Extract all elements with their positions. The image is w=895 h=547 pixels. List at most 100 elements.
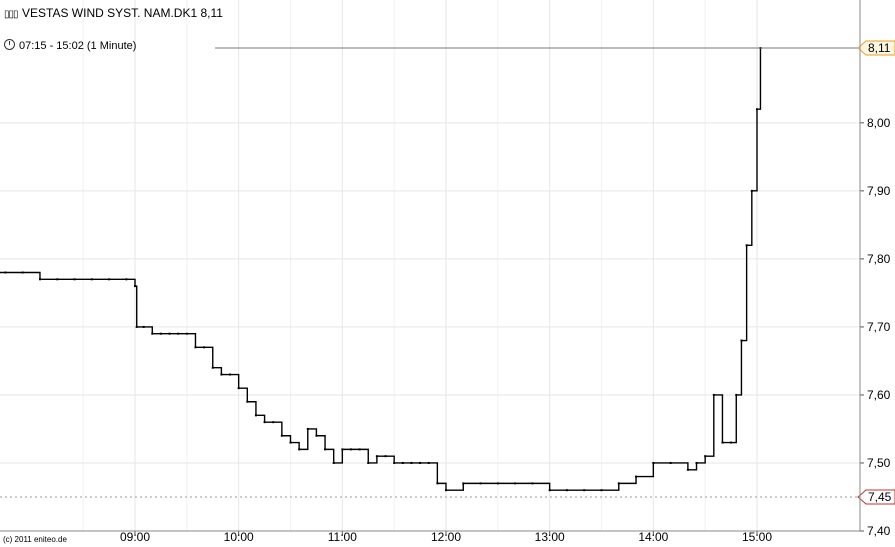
copyright-text: (c) 2011 eniteo.de	[3, 535, 67, 544]
price-point	[108, 278, 111, 281]
reference-value-label: 7,45	[868, 490, 892, 504]
price-point	[298, 448, 301, 451]
x-tick-label: 15:00	[742, 530, 772, 544]
price-point	[496, 482, 499, 485]
chart-type-icon: ▯▯▯	[4, 9, 19, 20]
chart-title: ▯▯▯ VESTAS WIND SYST. NAM.DK1 8,11	[4, 6, 223, 20]
price-point	[462, 482, 465, 485]
x-axis: 09:00 10:00 11:00 12:00 13:00 14:00 15:00	[0, 530, 860, 544]
price-point	[617, 482, 620, 485]
price-point	[289, 441, 292, 444]
price-point	[4, 271, 7, 274]
price-point	[358, 448, 361, 451]
price-point	[367, 461, 370, 464]
price-point	[410, 461, 413, 464]
y-tick-label: 7,50	[867, 456, 891, 470]
price-point	[142, 325, 145, 328]
price-point	[583, 489, 586, 492]
price-point	[745, 244, 748, 247]
price-point	[38, 278, 41, 281]
price-point	[652, 461, 655, 464]
price-point	[375, 455, 378, 458]
x-tick-label: 13:00	[535, 530, 565, 544]
y-tick-label: 7,80	[867, 252, 891, 266]
price-point	[427, 461, 430, 464]
price-point	[349, 448, 352, 451]
y-tick-label: 8,00	[867, 116, 891, 130]
price-point	[263, 421, 266, 424]
price-point	[740, 339, 743, 342]
price-point	[151, 332, 154, 335]
x-tick-label: 14:00	[638, 530, 668, 544]
y-axis: 7,40 7,50 7,60 7,70 7,80 7,90 8,00	[859, 0, 891, 538]
price-point	[168, 332, 171, 335]
price-point	[341, 448, 344, 451]
price-point	[211, 366, 214, 369]
x-tick-label: 12:00	[431, 530, 461, 544]
price-point	[393, 461, 396, 464]
x-tick-label: 09:00	[120, 530, 150, 544]
y-tick-label: 7,70	[867, 320, 891, 334]
price-point	[280, 434, 283, 437]
grid-lines	[0, 0, 860, 532]
y-tick-label: 7,40	[867, 524, 891, 538]
price-point	[185, 332, 188, 335]
price-point	[177, 332, 180, 335]
clock-icon	[4, 39, 15, 50]
price-point	[332, 461, 335, 464]
price-point	[135, 325, 138, 328]
price-point	[21, 271, 24, 274]
price-point	[134, 285, 136, 288]
price-series	[0, 47, 762, 492]
price-point	[306, 427, 309, 430]
timeframe-label: 07:15 - 15:02 (1 Minute)	[4, 38, 136, 52]
price-point	[159, 332, 162, 335]
price-point	[669, 461, 672, 464]
price-point	[436, 482, 439, 485]
chart-title-text: VESTAS WIND SYST. NAM.DK1 8,11	[22, 6, 223, 20]
price-point	[565, 489, 568, 492]
price-point	[229, 373, 232, 376]
price-point	[531, 482, 534, 485]
price-point	[712, 393, 715, 396]
price-point	[721, 441, 724, 444]
price-point	[419, 461, 422, 464]
price-point	[73, 278, 76, 281]
price-point	[315, 434, 318, 437]
y-tick-label: 7,90	[867, 184, 891, 198]
price-point	[384, 455, 387, 458]
price-point	[750, 189, 753, 192]
price-point	[600, 489, 603, 492]
price-point	[695, 461, 698, 464]
x-tick-label: 11:00	[328, 530, 357, 544]
x-tick-label: 10:00	[224, 530, 254, 544]
price-point	[272, 421, 275, 424]
price-point	[756, 108, 758, 111]
price-point	[704, 455, 707, 458]
price-point	[90, 278, 93, 281]
price-point	[730, 441, 733, 444]
price-point	[514, 482, 517, 485]
price-point	[237, 387, 240, 390]
price-point	[735, 393, 738, 396]
price-point	[194, 346, 197, 349]
price-point	[254, 414, 257, 417]
price-point	[246, 400, 249, 403]
plot-background	[0, 0, 860, 530]
price-point	[220, 373, 223, 376]
price-point	[445, 489, 447, 492]
price-point	[479, 482, 482, 485]
last-value-marker	[857, 40, 895, 56]
y-tick-label: 7,60	[867, 388, 891, 402]
price-point	[548, 489, 551, 492]
price-point	[56, 278, 59, 281]
timeframe-text: 07:15 - 15:02 (1 Minute)	[19, 40, 137, 52]
price-point	[203, 346, 206, 349]
price-point	[401, 461, 404, 464]
price-point	[125, 278, 128, 281]
price-point	[324, 448, 327, 451]
price-point	[635, 475, 638, 478]
reference-lines: 8,11 7,45	[0, 40, 895, 505]
price-point	[686, 468, 689, 471]
